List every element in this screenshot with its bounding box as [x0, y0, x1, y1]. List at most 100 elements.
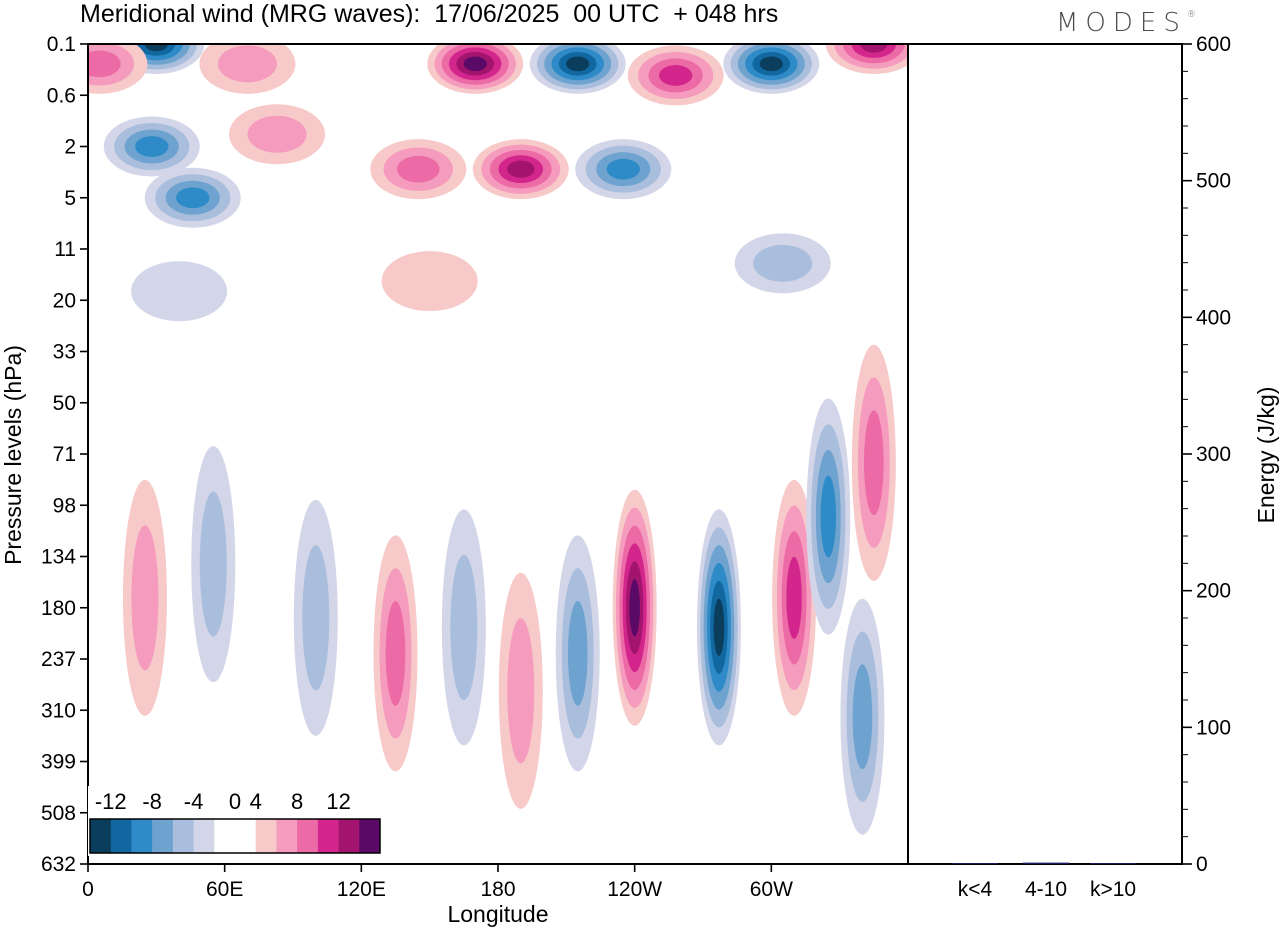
- contour-band: [131, 525, 159, 671]
- energy-category-label: k<4: [958, 878, 993, 901]
- colorbar-label: -8: [142, 789, 162, 814]
- energy-category-label: 4-10: [1025, 878, 1067, 901]
- contour-band: [131, 261, 228, 322]
- y-tick-label: 0.6: [47, 84, 76, 107]
- contour-band: [247, 115, 307, 153]
- wind-anomaly-negative-27: [806, 398, 851, 635]
- energy-bar: [1090, 863, 1136, 864]
- energy-tick-label: 400: [1196, 306, 1231, 329]
- contour-band: [450, 554, 478, 700]
- wind-anomaly-positive-10: [229, 104, 326, 165]
- contour-band: [381, 251, 478, 312]
- contour-band: [144, 44, 168, 52]
- contour-band: [176, 187, 210, 209]
- energy-category-label: k>10: [1090, 878, 1136, 901]
- contour-band: [507, 618, 535, 764]
- energy-bar-panel: 0 100 200 300 400 500 600 k<4 4-10 k>10: [907, 33, 1231, 901]
- y-tick-label: 508: [41, 802, 76, 825]
- y-tick-label: 2: [64, 136, 76, 159]
- y-tick-label: 310: [41, 699, 76, 722]
- wind-anomaly-negative-4: [529, 44, 626, 94]
- x-tick-label: 120W: [607, 878, 662, 901]
- contour-band: [199, 491, 227, 637]
- y-tick-label: 399: [41, 751, 76, 774]
- wind-anomaly-negative-16: [734, 233, 831, 294]
- contour-band: [396, 155, 440, 183]
- wind-anomaly-positive-7: [825, 44, 908, 74]
- energy-tick-label: 0: [1196, 853, 1208, 876]
- colorbar-swatch: [152, 819, 174, 853]
- contour-band: [385, 601, 406, 706]
- colorbar-swatch: [359, 819, 381, 853]
- energy-tick-label: 100: [1196, 716, 1231, 739]
- wind-anomaly-positive-28: [851, 344, 896, 581]
- energy-axis-title: Energy (J/kg): [1253, 387, 1279, 524]
- y-tick-label: 0.1: [47, 33, 76, 56]
- colorbar-swatch: [276, 819, 298, 853]
- energy-tick-label: 200: [1196, 580, 1231, 603]
- colorbar-label: 12: [326, 789, 350, 814]
- x-tick-label: 180: [480, 878, 515, 901]
- x-tick-label: 0: [82, 878, 94, 901]
- contour-band: [864, 410, 884, 516]
- contour-band: [88, 50, 121, 78]
- contour-band: [759, 56, 783, 72]
- wind-anomaly-negative-18: [191, 446, 236, 683]
- wind-anomaly-positive-2: [199, 44, 296, 94]
- colorbar-swatch: [90, 819, 112, 853]
- colorbar-swatch: [317, 819, 339, 853]
- energy-bar: [952, 863, 998, 864]
- contour-band: [507, 160, 535, 178]
- y-tick-label: 98: [53, 494, 76, 517]
- y-tick-label: 237: [41, 648, 76, 671]
- wind-anomaly-positive-14: [381, 251, 478, 312]
- x-tick-label: 60W: [750, 878, 793, 901]
- wind-anomaly-negative-15: [131, 261, 228, 322]
- brand-logo-text: MODES: [1056, 8, 1187, 38]
- heatmap-plot-area: [88, 44, 908, 835]
- brand-logo: MODES®: [1056, 8, 1196, 38]
- y-tick-label: 134: [41, 546, 76, 569]
- wind-anomaly-negative-8: [103, 116, 200, 177]
- colorbar-swatch: [297, 819, 319, 853]
- y-tick-label: 33: [53, 341, 76, 364]
- contour-band: [820, 475, 836, 558]
- wind-anomaly-positive-3: [427, 44, 524, 94]
- colorbar-swatch: [131, 819, 153, 853]
- wind-anomaly-negative-9: [144, 167, 241, 228]
- y-tick-label: 180: [41, 597, 76, 620]
- colorbar-label: -12: [95, 789, 127, 814]
- wind-anomaly-positive-11: [370, 139, 467, 200]
- colorbar-label: -4: [184, 789, 204, 814]
- wind-anomaly-negative-19: [293, 499, 338, 736]
- wind-anomaly-negative-13: [575, 139, 672, 200]
- wind-anomaly-positive-1: [88, 44, 148, 94]
- contour-band: [713, 598, 725, 656]
- x-tick-label: 60E: [206, 878, 243, 901]
- axes: 0.1 0.6 2 5 11 20 33 50 71 98 134 180 237 310 399 508 63…: [41, 33, 909, 901]
- wind-anomaly-positive-20: [373, 535, 418, 772]
- contour-band: [852, 664, 873, 770]
- contour-band: [135, 136, 169, 157]
- y-tick-label: 11: [54, 238, 76, 261]
- contour-band: [860, 44, 888, 53]
- contour-band: [302, 545, 330, 691]
- contour-band: [629, 579, 640, 637]
- energy-bar: [1023, 862, 1069, 864]
- contour-band: [463, 56, 487, 72]
- colorbar-swatch: [172, 819, 194, 853]
- chart-title: Meridional wind (MRG waves): 17/06/2025 …: [80, 0, 779, 28]
- y-tick-label: 71: [53, 443, 76, 466]
- wind-anomaly-negative-29: [840, 598, 885, 835]
- energy-tick-label: 500: [1196, 170, 1231, 193]
- wind-anomaly-positive-12: [472, 139, 569, 200]
- y-tick-label: 20: [53, 289, 76, 312]
- colorbar-swatch: [338, 819, 360, 853]
- wind-anomaly-positive-17: [122, 479, 167, 716]
- x-tick-label: 120E: [337, 878, 386, 901]
- colorbar-swatch: [255, 819, 277, 853]
- wind-anomaly-negative-21: [441, 509, 486, 746]
- y-axis-title: Pressure levels (hPa): [0, 345, 26, 565]
- colorbar-label: 8: [291, 789, 303, 814]
